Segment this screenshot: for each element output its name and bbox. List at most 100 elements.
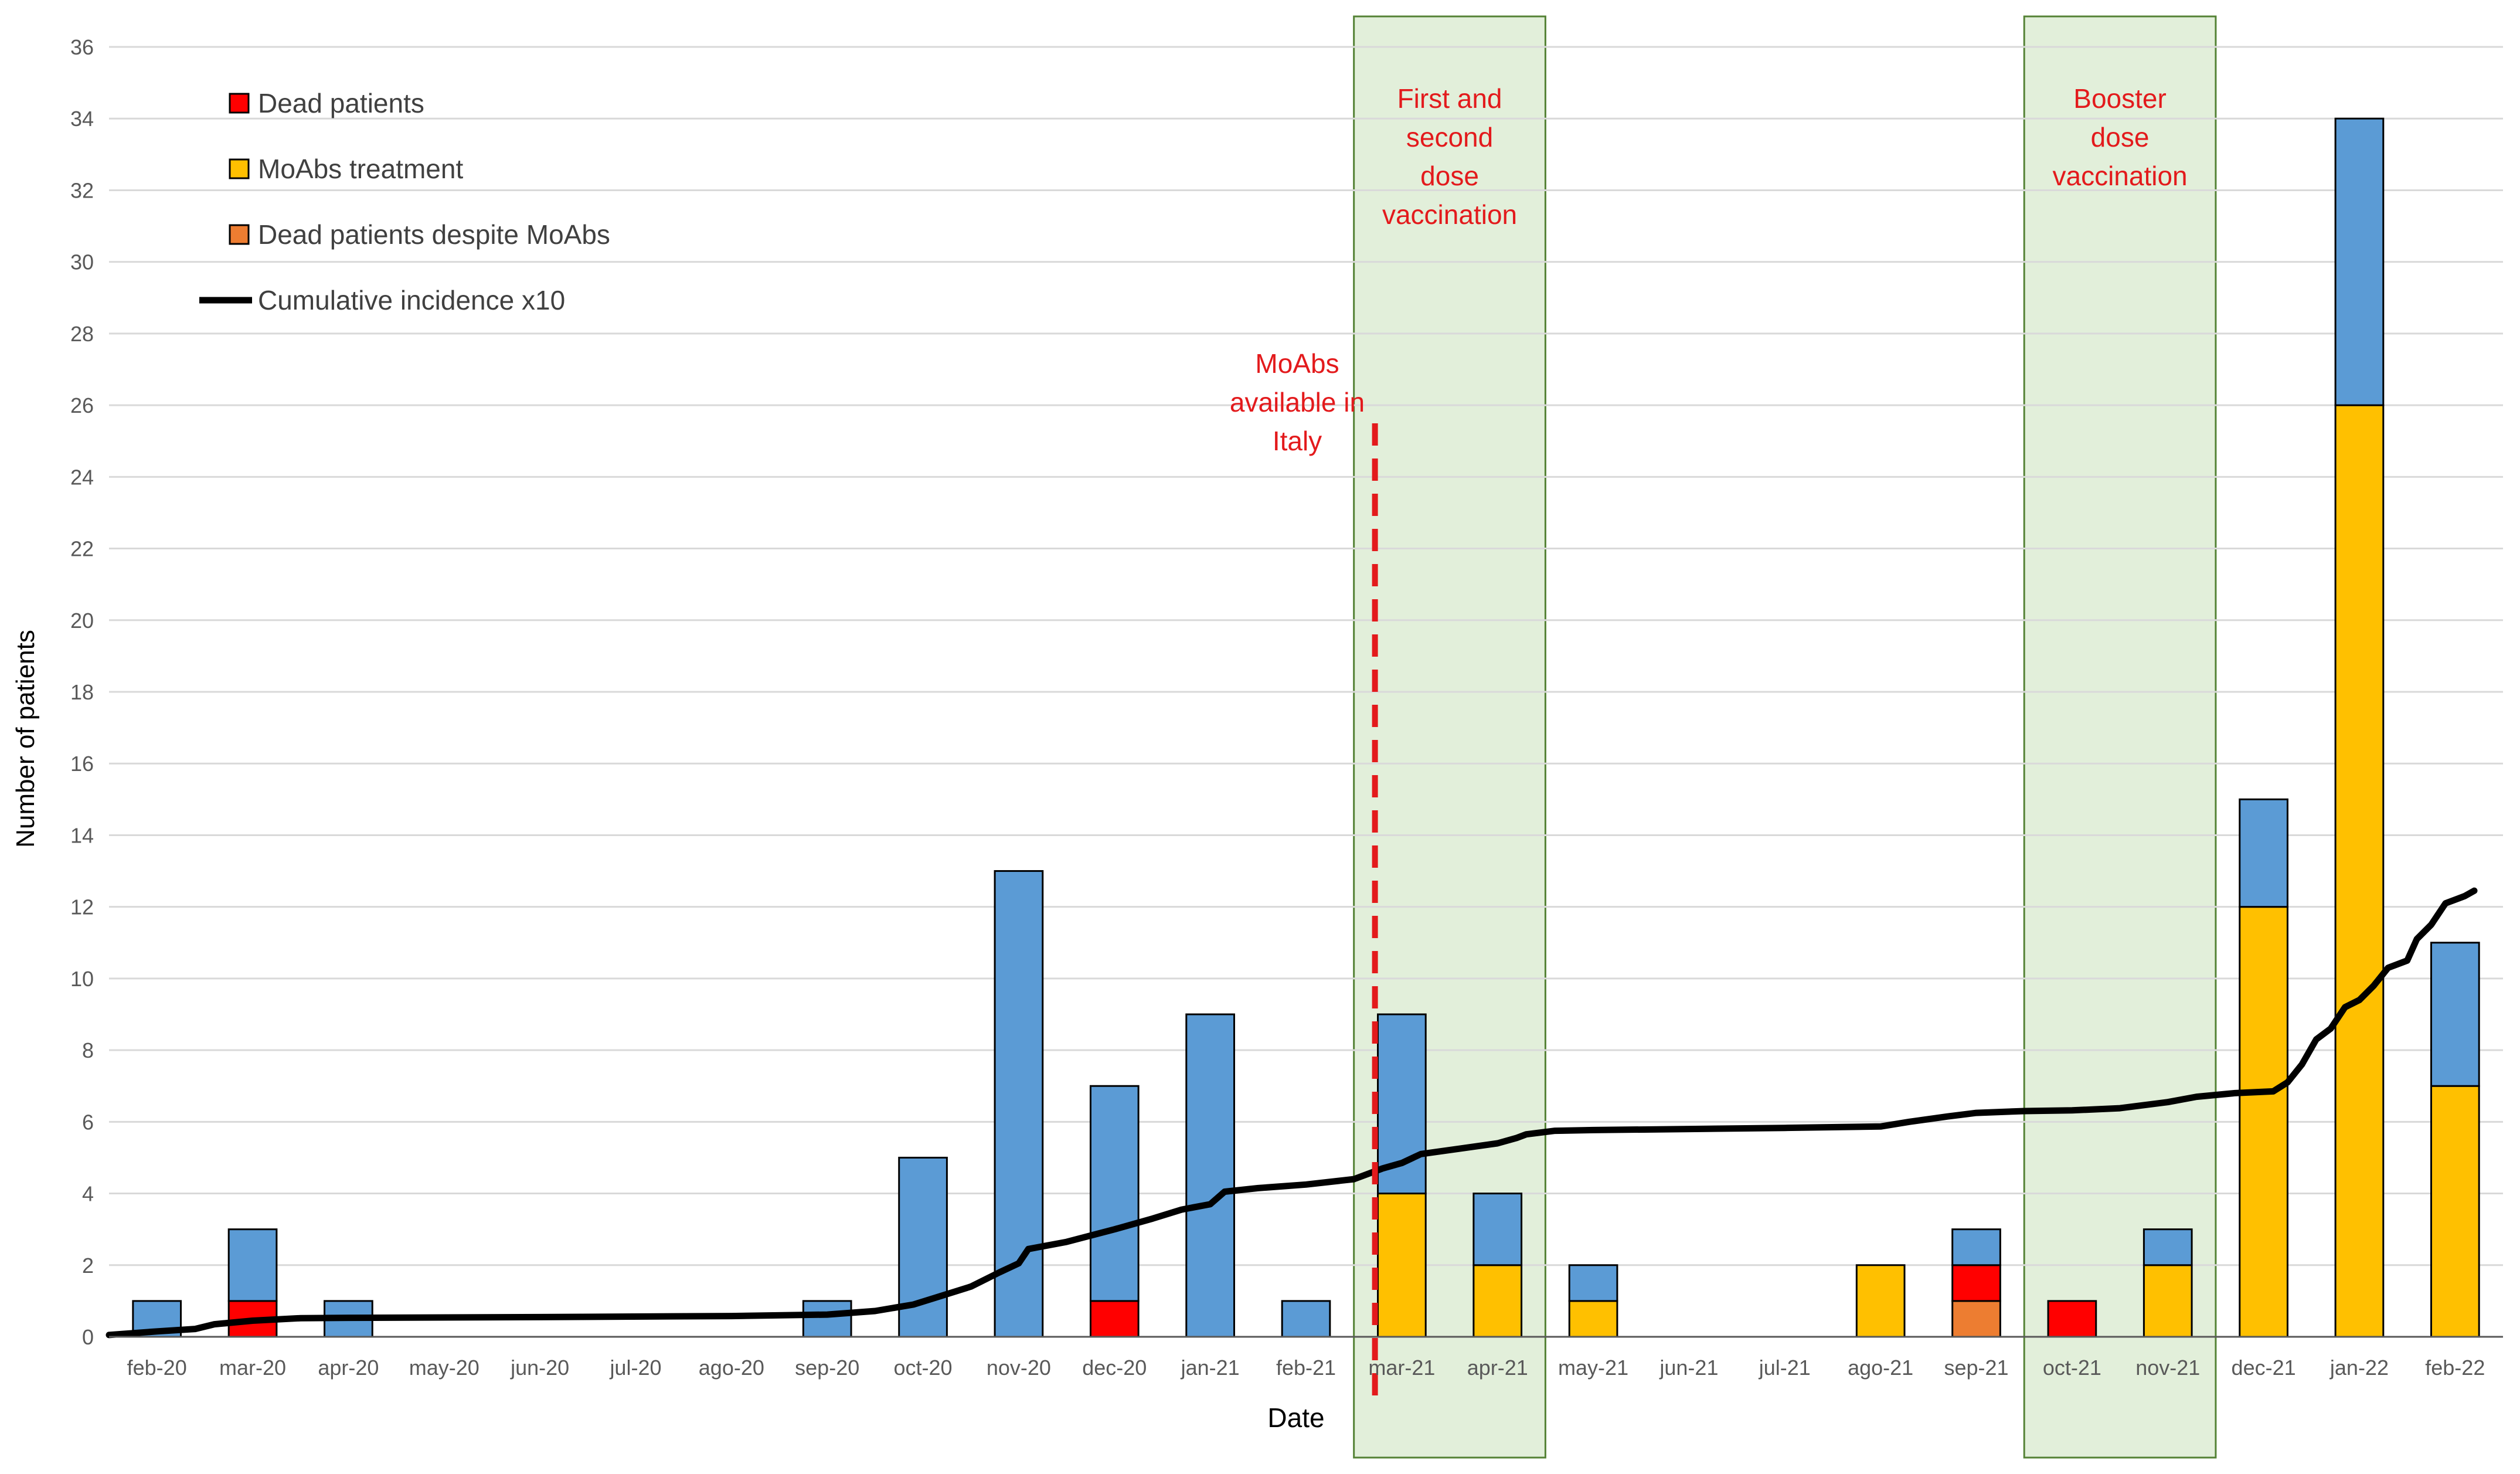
bar-other-patients-mar-20 bbox=[227, 1228, 278, 1302]
x-tick-label-jul-21: jul-21 bbox=[1759, 1356, 1811, 1380]
y-tick-label: 34 bbox=[70, 107, 94, 131]
legend-item-dead-patients-despite-moabs: Dead patients despite MoAbs bbox=[229, 219, 610, 250]
y-tick-label: 36 bbox=[70, 35, 94, 59]
bar-other-patients-jan-22 bbox=[2334, 117, 2385, 406]
vaccination-period-2 bbox=[2023, 15, 2217, 1459]
bar-other-patients-feb-22 bbox=[2430, 942, 2480, 1087]
y-tick-label: 32 bbox=[70, 178, 94, 202]
bar-moabs-treatment-feb-22 bbox=[2430, 1085, 2480, 1338]
bar-other-patients-nov-21 bbox=[2142, 1228, 2193, 1266]
x-tick-label-may-21: may-21 bbox=[1558, 1356, 1628, 1380]
bar-dead-patients-oct-21 bbox=[2047, 1300, 2097, 1338]
bar-moabs-treatment-ago-21 bbox=[1855, 1264, 1906, 1338]
x-tick-label-dec-21: dec-21 bbox=[2232, 1356, 2296, 1380]
y-tick-label: 4 bbox=[82, 1182, 94, 1206]
bar-other-patients-dec-21 bbox=[2239, 798, 2288, 908]
vaccination-period-1-label-line: First and bbox=[1397, 83, 1502, 114]
legend-item-cumulative-incidence-x10: Cumulative incidence x10 bbox=[199, 285, 565, 315]
vaccination-period-2-label-line: vaccination bbox=[2052, 161, 2187, 191]
legend: Dead patients MoAbs treatment Dead patient… bbox=[199, 88, 610, 315]
bar-other-patients-apr-21 bbox=[1472, 1193, 1523, 1266]
x-tick-label-mar-20: mar-20 bbox=[219, 1356, 286, 1380]
x-axis-title: Date bbox=[1267, 1402, 1324, 1433]
y-axis-title: Number of patients bbox=[11, 630, 40, 848]
bar-other-patients-sep-21 bbox=[1951, 1228, 2001, 1266]
legend-swatch bbox=[229, 158, 250, 179]
x-tick-label-feb-20: feb-20 bbox=[127, 1356, 187, 1380]
bar-moabs-treatment-mar-21 bbox=[1377, 1193, 1427, 1338]
gridlines bbox=[109, 46, 2503, 1266]
bar-other-patients-feb-21 bbox=[1281, 1300, 1331, 1338]
x-tick-label-sep-20: sep-20 bbox=[795, 1356, 859, 1380]
y-tick-label: 6 bbox=[82, 1110, 94, 1134]
x-tick-label-oct-20: oct-20 bbox=[894, 1356, 953, 1380]
bar-dead-patients-dec-20 bbox=[1089, 1300, 1140, 1338]
bar-moabs-treatment-jan-22 bbox=[2334, 404, 2385, 1338]
x-tick-label-jan-22: jan-22 bbox=[2329, 1356, 2389, 1380]
legend-label: Dead patients despite MoAbs bbox=[258, 219, 610, 250]
x-tick-label-ago-21: ago-21 bbox=[1848, 1356, 1913, 1380]
moabs-availability-label-line: available in bbox=[1230, 387, 1365, 417]
y-tick-label: 16 bbox=[70, 752, 94, 776]
x-tick-label-nov-20: nov-20 bbox=[987, 1356, 1051, 1380]
x-tick-label-sep-21: sep-21 bbox=[1944, 1356, 2008, 1380]
bar-dead-patients-sep-21 bbox=[1951, 1264, 2001, 1302]
bar-moabs-treatment-apr-21 bbox=[1472, 1264, 1523, 1338]
x-tick-label-nov-21: nov-21 bbox=[2135, 1356, 2200, 1380]
x-tick-label-jun-20: jun-20 bbox=[510, 1356, 569, 1380]
moabs-availability-marker: MoAbs available in Italy bbox=[1230, 348, 1378, 1402]
y-tick-label: 12 bbox=[70, 895, 94, 919]
x-tick-label-feb-21: feb-21 bbox=[1276, 1356, 1336, 1380]
y-tick-label: 14 bbox=[70, 823, 94, 847]
legend-label: Dead patients bbox=[258, 88, 424, 118]
bar-other-patients-dec-20 bbox=[1089, 1085, 1140, 1302]
y-tick-label: 10 bbox=[70, 967, 94, 991]
vaccination-period-1-label-line: vaccination bbox=[1382, 199, 1517, 230]
x-tick-label-oct-21: oct-21 bbox=[2043, 1356, 2101, 1380]
y-tick-label: 30 bbox=[70, 250, 94, 274]
y-tick-label: 24 bbox=[70, 465, 94, 489]
x-tick-label-feb-22: feb-22 bbox=[2425, 1356, 2485, 1380]
vaccination-period-2-label-line: dose bbox=[2091, 122, 2150, 152]
vaccination-period-1-label-line: dose bbox=[1420, 161, 1479, 191]
y-tick-label: 20 bbox=[70, 609, 94, 633]
legend-swatch bbox=[229, 224, 250, 245]
legend-item-moabs-treatment: MoAbs treatment bbox=[229, 154, 463, 184]
bar-other-patients-jan-21 bbox=[1185, 1013, 1235, 1338]
bar-dead-patients-despite-moabs-sep-21 bbox=[1951, 1300, 2001, 1338]
x-tick-label-apr-20: apr-20 bbox=[318, 1356, 379, 1380]
y-tick-label: 8 bbox=[82, 1038, 94, 1062]
cumulative-incidence-line bbox=[106, 887, 2478, 1339]
x-tick-label-jan-21: jan-21 bbox=[1181, 1356, 1240, 1380]
y-tick-label: 26 bbox=[70, 393, 94, 417]
bar-moabs-treatment-nov-21 bbox=[2142, 1264, 2193, 1338]
moabs-availability-label-line: Italy bbox=[1273, 426, 1322, 456]
x-tick-label-dec-20: dec-20 bbox=[1082, 1356, 1147, 1380]
legend-item-dead-patients: Dead patients bbox=[229, 88, 424, 118]
y-tick-label: 0 bbox=[82, 1325, 94, 1349]
legend-label: MoAbs treatment bbox=[258, 154, 463, 184]
x-tick-label-jul-20: jul-20 bbox=[609, 1356, 661, 1380]
y-tick-label: 18 bbox=[70, 680, 94, 704]
bars bbox=[132, 117, 2480, 1338]
moabs-availability-label-line: MoAbs bbox=[1255, 348, 1339, 379]
vaccination-period-2-label-line: Booster bbox=[2073, 83, 2167, 114]
bar-other-patients-may-21 bbox=[1568, 1264, 1618, 1302]
legend-label: Cumulative incidence x10 bbox=[258, 285, 565, 315]
bar-moabs-treatment-dec-21 bbox=[2239, 906, 2288, 1338]
x-tick-label-may-20: may-20 bbox=[409, 1356, 479, 1380]
vaccination-period-1-label-line: second bbox=[1406, 122, 1493, 152]
bar-other-patients-nov-20 bbox=[994, 870, 1044, 1338]
bar-other-patients-sep-20 bbox=[802, 1300, 852, 1338]
legend-swatch bbox=[229, 93, 250, 114]
x-tick-label-jun-21: jun-21 bbox=[1659, 1356, 1718, 1380]
x-tick-label-ago-20: ago-20 bbox=[699, 1356, 764, 1380]
bar-other-patients-oct-20 bbox=[898, 1156, 948, 1338]
bar-moabs-treatment-may-21 bbox=[1568, 1300, 1618, 1338]
y-tick-label: 2 bbox=[82, 1254, 94, 1278]
cumulative-incidence-line-group bbox=[106, 887, 2478, 1339]
y-tick-label: 28 bbox=[70, 322, 94, 346]
x-tick-label-apr-21: apr-21 bbox=[1467, 1356, 1528, 1380]
